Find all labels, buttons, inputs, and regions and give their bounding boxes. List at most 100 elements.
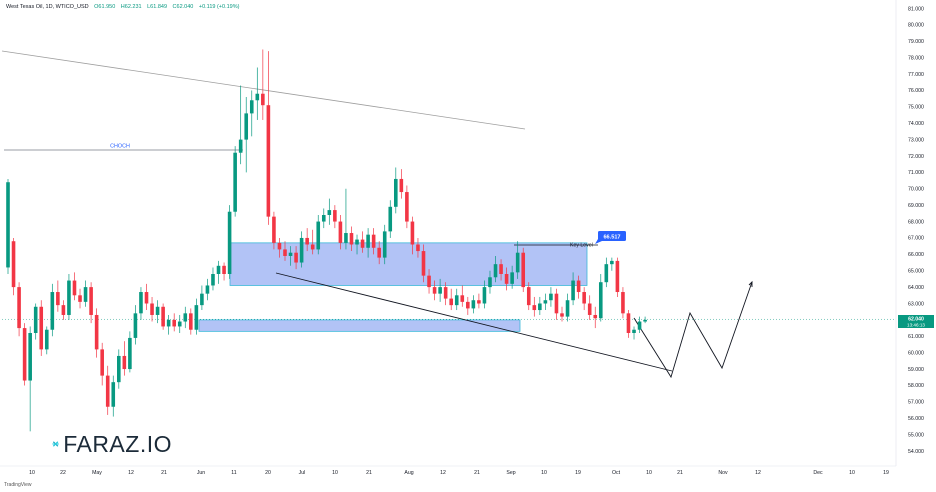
candle <box>399 169 404 199</box>
candle <box>576 275 581 299</box>
candle <box>22 323 27 386</box>
candle <box>449 288 453 311</box>
candle <box>189 308 193 335</box>
tradingview-credit[interactable]: TradingView <box>4 482 32 488</box>
candle-body <box>150 303 154 315</box>
candle <box>310 229 315 255</box>
candle-body <box>28 333 32 381</box>
candle <box>244 97 249 173</box>
candle <box>454 288 459 311</box>
candle <box>67 274 71 320</box>
candle <box>89 282 93 324</box>
candle <box>111 375 116 417</box>
candle <box>582 287 586 311</box>
candle <box>388 200 393 238</box>
price-axis[interactable]: 81.000 80.000 79.000 78.000 77.000 76.000 75.0… <box>895 0 924 466</box>
time-tick-label: 12 <box>128 470 134 476</box>
candle <box>227 205 232 279</box>
price-tick-label: 70.000 <box>908 187 924 193</box>
candle <box>360 231 365 253</box>
price-tick-label: 74.000 <box>908 121 924 127</box>
brand-name: FARAZ.IO <box>63 430 172 457</box>
price-tick-label: 57.000 <box>908 400 924 406</box>
candle <box>238 85 243 165</box>
candle <box>155 300 160 324</box>
candle-body <box>549 293 553 301</box>
candle <box>128 331 132 373</box>
current-price-value: 62.040 <box>908 317 924 323</box>
projection-arrowhead <box>748 280 753 287</box>
candle-body <box>632 329 636 333</box>
candle-body <box>39 306 44 350</box>
candle-body <box>554 293 559 314</box>
candle-body <box>33 306 38 333</box>
candle <box>33 303 38 340</box>
candle <box>321 208 326 229</box>
candle <box>11 237 16 296</box>
candle <box>510 265 514 289</box>
candle <box>466 296 470 315</box>
candle <box>344 188 348 250</box>
candle <box>61 300 66 320</box>
time-tick-label: 21 <box>161 470 167 476</box>
candle-body <box>211 274 215 286</box>
ohlc-close: C62.040 <box>172 4 194 10</box>
key-level-badge-pointer <box>595 239 602 244</box>
symbol-name[interactable]: West Texas Oil, 1D, WTICO_USD <box>6 4 89 10</box>
price-tick-label: 56.000 <box>908 416 924 422</box>
ohlc-change: +0.119 (+0.19%) <box>198 4 240 10</box>
key-level-label: Key Level <box>570 243 593 249</box>
time-axis[interactable]: 10 22 May 12 21 Jun 11 20 Jul 10 21 Aug 12 21 Sep 10 19 O… <box>0 465 896 476</box>
time-tick-label: 19 <box>883 470 889 476</box>
candle <box>17 282 21 337</box>
candle-body <box>244 113 249 140</box>
candle-body <box>111 382 116 407</box>
candle-body <box>144 292 149 304</box>
candle-body <box>360 239 365 248</box>
candle-body <box>355 239 359 245</box>
candle-body <box>333 210 337 222</box>
price-tick-label: 78.000 <box>908 55 924 61</box>
candle-body <box>117 355 121 383</box>
candle-body <box>183 313 188 322</box>
candle-body <box>349 233 354 245</box>
candle <box>626 310 631 338</box>
footer-text[interactable]: TradingView <box>4 482 32 488</box>
candles-layer <box>6 49 647 432</box>
candle-body <box>543 300 548 304</box>
price-tick-label: 68.000 <box>908 219 924 225</box>
candle <box>515 241 520 279</box>
candle-body <box>227 211 232 274</box>
candle <box>28 326 32 432</box>
candle <box>355 234 359 255</box>
candle <box>432 280 437 301</box>
candle <box>499 259 503 281</box>
candle <box>133 305 138 345</box>
candle-body <box>576 280 581 293</box>
candle <box>554 288 559 320</box>
zones-layer <box>198 242 588 332</box>
candle-body <box>499 264 503 274</box>
candle-body <box>416 244 420 252</box>
candle-body <box>493 264 498 278</box>
candle <box>122 341 127 376</box>
candle-body <box>56 292 60 306</box>
price-tick-label: 55.000 <box>908 432 924 438</box>
candle-body <box>83 287 88 302</box>
candle <box>83 280 88 307</box>
candle-body <box>615 260 620 293</box>
current-price-badge <box>898 315 934 328</box>
candle <box>277 237 282 258</box>
candle-body <box>466 301 470 309</box>
candle-body <box>344 233 348 243</box>
candle <box>504 267 509 291</box>
candle-body <box>222 265 226 274</box>
bar-countdown: 13:46:13 <box>907 323 925 328</box>
candle <box>349 226 354 252</box>
candle <box>44 326 49 355</box>
candle-body <box>532 305 537 311</box>
candle-body <box>78 295 82 302</box>
candle-body <box>310 244 315 250</box>
lower-zone <box>198 319 521 332</box>
